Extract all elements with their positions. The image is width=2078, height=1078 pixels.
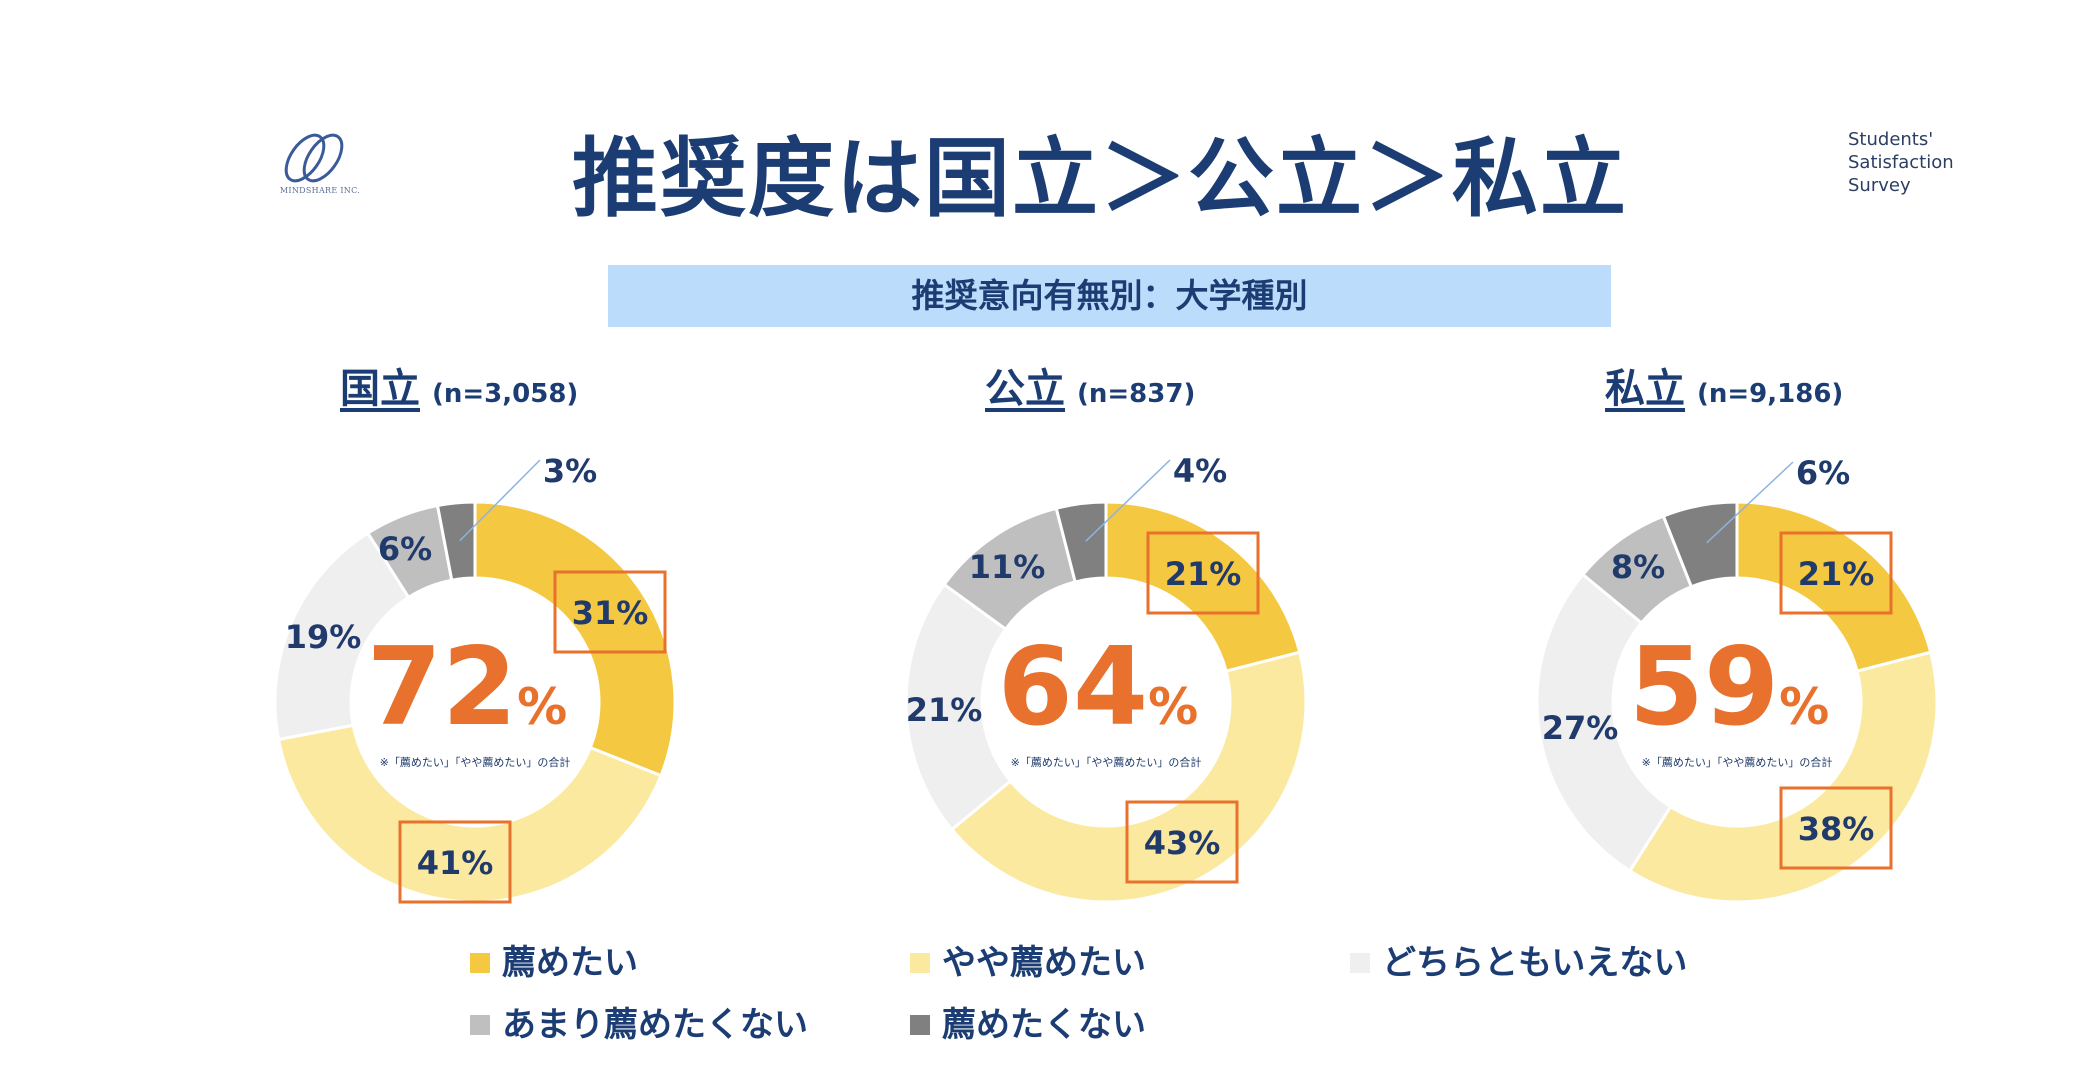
slice-label: 41% — [417, 844, 494, 882]
chart-sample-size: (n=9,186) — [1697, 379, 1844, 409]
legend-swatch — [910, 952, 930, 973]
total-number: 59 — [1629, 625, 1779, 750]
total-unit: % — [517, 678, 567, 736]
slice-label: 6% — [378, 530, 432, 568]
chart-name: 公立 — [985, 366, 1065, 412]
legend-item: やや薦めたい — [910, 935, 1146, 984]
total-value: 72% — [367, 625, 567, 750]
total-number: 64 — [998, 625, 1148, 750]
chart-sample-size: (n=3,058) — [432, 379, 579, 409]
total-value: 59% — [1629, 625, 1829, 750]
survey-line: Satisfaction — [1848, 152, 1954, 173]
donut-slice — [473, 500, 677, 778]
slice-label: 8% — [1611, 548, 1665, 586]
donut-slice — [276, 723, 663, 904]
slice-label: 21% — [1798, 555, 1875, 593]
slice-label: 21% — [906, 691, 983, 729]
chart-heading-national: 国立 (n=3,058) — [340, 356, 578, 416]
logo-text: MINDSHARE INC. — [279, 186, 361, 195]
chart-name: 国立 — [340, 366, 420, 412]
subtitle-bar: 推奨意向有無別：大学種別 — [608, 265, 1611, 327]
legend-swatch — [1350, 952, 1370, 973]
donut-slice — [435, 500, 477, 582]
survey-line: Students' — [1848, 129, 1934, 150]
slice-label: 27% — [1542, 709, 1619, 747]
highlight-box — [398, 820, 512, 904]
survey-line: Survey — [1848, 175, 1911, 196]
legend-item: あまり薦めたくない — [470, 997, 808, 1046]
donut-slice — [273, 531, 411, 742]
highlight-box — [1125, 800, 1239, 884]
chart-heading-public: 公立 (n=837) — [985, 356, 1195, 416]
donut-slice — [1661, 500, 1739, 589]
donut-slice — [1535, 572, 1673, 873]
legend-label: 薦めたい — [502, 943, 638, 983]
slice-label: 38% — [1798, 810, 1875, 848]
slice-label: 31% — [572, 594, 649, 632]
highlight-box — [553, 570, 667, 654]
legend-label: 薦めたくない — [942, 1005, 1146, 1045]
legend-item: どちらともいえない — [1350, 935, 1687, 984]
total-number: 72 — [367, 625, 517, 750]
total-unit: % — [1148, 678, 1198, 736]
slice-label: 19% — [285, 618, 362, 656]
legend-item: 薦めたくない — [910, 997, 1146, 1046]
slice-label: 6% — [1796, 454, 1850, 492]
page-title: 推奨度は国立＞公立＞私立 — [572, 129, 1628, 229]
chart-sample-size: (n=837) — [1077, 379, 1196, 409]
donut-slice — [1627, 650, 1939, 904]
chart-heading-private: 私立 (n=9,186) — [1605, 356, 1843, 416]
donut-slice — [1104, 500, 1302, 673]
leader-line — [1085, 459, 1171, 542]
total-value: 64% — [998, 625, 1198, 750]
total-note: ※「薦めたい」「やや薦めたい」の合計 — [1642, 755, 1833, 769]
company-logo: MINDSHARE INC. — [275, 128, 365, 200]
slice-label: 4% — [1173, 452, 1227, 490]
legend-swatch — [470, 1014, 490, 1035]
legend-item: 薦めたい — [470, 935, 638, 984]
total-unit: % — [1779, 678, 1829, 736]
legend-label: どちらともいえない — [1382, 943, 1688, 983]
chart-name: 私立 — [1605, 366, 1685, 412]
total-note: ※「薦めたい」「やや薦めたい」の合計 — [1011, 755, 1202, 769]
donut-slice — [904, 582, 1013, 832]
legend-swatch — [910, 1014, 930, 1035]
total-note: ※「薦めたい」「やや薦めたい」の合計 — [380, 755, 571, 769]
leader-line — [459, 459, 541, 542]
donut-slice — [949, 650, 1308, 904]
survey-label: Students' Satisfaction Survey — [1848, 128, 1954, 197]
slice-label: 3% — [543, 452, 597, 490]
highlight-box — [1779, 531, 1893, 615]
legend-label: あまり薦めたくない — [502, 1005, 808, 1045]
leader-line — [1706, 461, 1794, 544]
slice-label: 11% — [969, 548, 1046, 586]
highlight-box — [1779, 786, 1893, 870]
slice-label: 21% — [1165, 555, 1242, 593]
donut-slice — [1735, 500, 1933, 673]
slice-label: 43% — [1144, 824, 1221, 862]
legend-label: やや薦めたい — [942, 943, 1146, 983]
logo-rings-icon — [284, 133, 344, 183]
legend-swatch — [470, 952, 490, 973]
donut-slice — [1054, 500, 1108, 584]
highlight-box — [1146, 531, 1260, 615]
